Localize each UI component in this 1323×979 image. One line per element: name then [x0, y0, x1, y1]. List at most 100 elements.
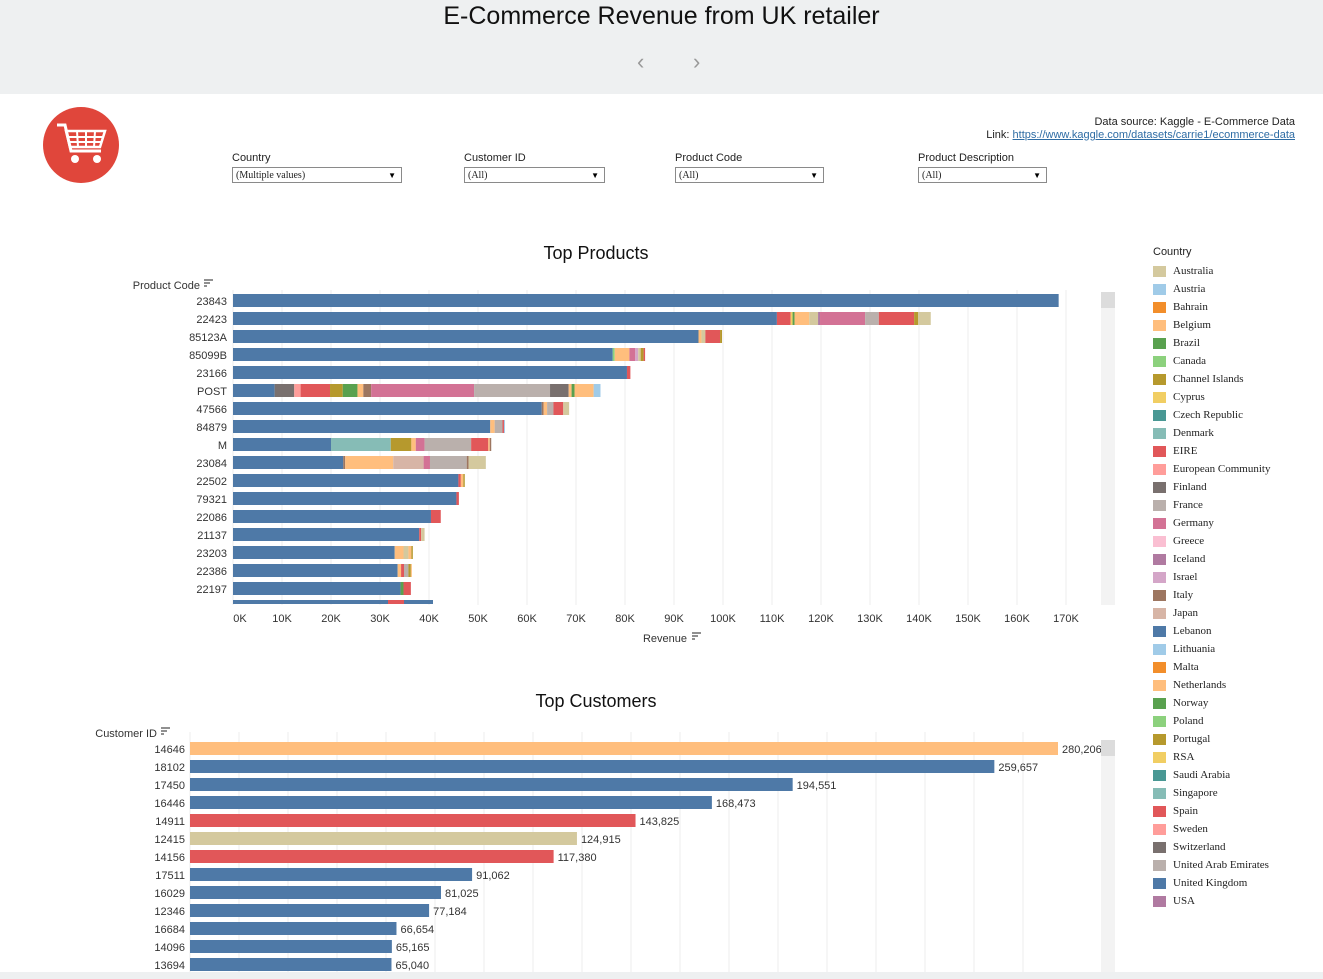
legend-item[interactable]: Spain: [1153, 802, 1270, 820]
legend-item[interactable]: EIRE: [1153, 442, 1270, 460]
x-tick-label: 0K: [233, 613, 247, 625]
product-code-select[interactable]: (All) ▼: [675, 167, 824, 183]
legend-item[interactable]: Israel: [1153, 568, 1270, 586]
legend-item[interactable]: Bahrain: [1153, 298, 1270, 316]
legend-label: Cyprus: [1173, 391, 1205, 403]
legend-label: Canada: [1173, 355, 1206, 367]
legend-item[interactable]: Austria: [1153, 280, 1270, 298]
bar-segment: [488, 438, 490, 451]
y-tick-label: 22086: [196, 512, 227, 524]
legend-swatch: [1153, 805, 1166, 817]
x-tick-label: 60K: [517, 613, 537, 625]
legend-item[interactable]: RSA: [1153, 748, 1270, 766]
legend-swatch: [1153, 625, 1166, 637]
kaggle-link[interactable]: https://www.kaggle.com/datasets/carrie1/…: [1012, 129, 1295, 141]
y-tick-label: 12346: [154, 906, 185, 918]
legend-item[interactable]: Japan: [1153, 604, 1270, 622]
legend-swatch: [1153, 841, 1166, 853]
legend-label: United Arab Emirates: [1173, 859, 1269, 871]
legend-item[interactable]: Greece: [1153, 532, 1270, 550]
legend-swatch: [1153, 697, 1166, 709]
page-title: E-Commerce Revenue from UK retailer: [443, 2, 880, 30]
products-scroll-thumb[interactable]: [1101, 292, 1115, 308]
legend-item[interactable]: Lebanon: [1153, 622, 1270, 640]
bar-segment: [331, 438, 391, 451]
legend-item[interactable]: Denmark: [1153, 424, 1270, 442]
legend-item[interactable]: Czech Republic: [1153, 406, 1270, 424]
data-label: 168,473: [716, 798, 756, 810]
legend-item[interactable]: European Community: [1153, 460, 1270, 478]
legend-item[interactable]: Lithuania: [1153, 640, 1270, 658]
y-tick-label: 85099B: [189, 350, 227, 362]
y-tick-label: POST: [197, 386, 227, 398]
legend-item[interactable]: Switzerland: [1153, 838, 1270, 856]
legend-title: Country: [1153, 246, 1192, 258]
legend-item[interactable]: Saudi Arabia: [1153, 766, 1270, 784]
product-code-filter-label: Product Code: [675, 152, 743, 164]
bar-segment: [468, 456, 486, 469]
y-tick-label: 23203: [196, 548, 227, 560]
bar-segment: [790, 312, 793, 325]
customers-scrollbar[interactable]: [1101, 740, 1115, 975]
previous-sheet-button[interactable]: ‹: [637, 49, 645, 74]
legend-item[interactable]: Norway: [1153, 694, 1270, 712]
legend-item[interactable]: Portugal: [1153, 730, 1270, 748]
legend-swatch: [1153, 769, 1166, 781]
legend-item[interactable]: Cyprus: [1153, 388, 1270, 406]
data-label: 280,206: [1062, 744, 1102, 756]
bar-segment: [421, 528, 425, 541]
legend-item[interactable]: Canada: [1153, 352, 1270, 370]
legend-item[interactable]: Netherlands: [1153, 676, 1270, 694]
bar-segment: [408, 546, 412, 559]
legend-item[interactable]: Brazil: [1153, 334, 1270, 352]
legend-item[interactable]: France: [1153, 496, 1270, 514]
legend-swatch: [1153, 427, 1166, 439]
bar-segment: [463, 474, 465, 487]
bar-segment: [809, 312, 819, 325]
bar-segment: [626, 366, 631, 379]
products-scrollbar[interactable]: [1101, 292, 1115, 605]
legend-item[interactable]: Italy: [1153, 586, 1270, 604]
bar-segment: [776, 312, 791, 325]
bar-segment: [429, 456, 467, 469]
y-tick-label: 18102: [154, 762, 185, 774]
country-select[interactable]: (Multiple values) ▼: [232, 167, 402, 183]
y-tick-label: 84879: [196, 422, 227, 434]
bar-segment: [456, 492, 459, 505]
legend-item[interactable]: Australia: [1153, 262, 1270, 280]
y-tick-label: 23084: [196, 458, 227, 470]
bar-segment: [393, 456, 424, 469]
customer-id-select[interactable]: (All) ▼: [464, 167, 605, 183]
legend-item[interactable]: United Arab Emirates: [1153, 856, 1270, 874]
legend-item[interactable]: Iceland: [1153, 550, 1270, 568]
legend-swatch: [1153, 391, 1166, 403]
shopping-cart-logo: [43, 107, 119, 183]
legend-label: Brazil: [1173, 337, 1200, 349]
product-description-select[interactable]: (All) ▼: [918, 167, 1047, 183]
legend-label: Austria: [1173, 283, 1206, 295]
bar-segment: [394, 546, 404, 559]
bar: [190, 742, 1058, 755]
legend-item[interactable]: Finland: [1153, 478, 1270, 496]
legend-item[interactable]: United Kingdom: [1153, 874, 1270, 892]
next-sheet-button[interactable]: ›: [693, 49, 701, 74]
legend-item[interactable]: Poland: [1153, 712, 1270, 730]
legend-swatch: [1153, 751, 1166, 763]
legend-swatch: [1153, 355, 1166, 367]
x-tick-label: 150K: [955, 613, 981, 625]
y-tick-label: 85123A: [189, 332, 228, 344]
legend-item[interactable]: Channel Islands: [1153, 370, 1270, 388]
legend-swatch: [1153, 643, 1166, 655]
customers-scroll-thumb[interactable]: [1101, 740, 1115, 756]
legend-item[interactable]: USA: [1153, 892, 1270, 910]
bar-segment: [643, 348, 646, 361]
legend-item[interactable]: Belgium: [1153, 316, 1270, 334]
legend-swatch: [1153, 607, 1166, 619]
customer-id-filter: Customer ID (All) ▼: [464, 152, 605, 183]
legend-item[interactable]: Malta: [1153, 658, 1270, 676]
legend-swatch: [1153, 517, 1166, 529]
legend-item[interactable]: Sweden: [1153, 820, 1270, 838]
legend-item[interactable]: Germany: [1153, 514, 1270, 532]
legend-item[interactable]: Singapore: [1153, 784, 1270, 802]
top-products-chart: 0K 10K 20K 30K 40K 50K 60K 70K 80K 90K 100K 110K 120…: [133, 279, 1080, 645]
